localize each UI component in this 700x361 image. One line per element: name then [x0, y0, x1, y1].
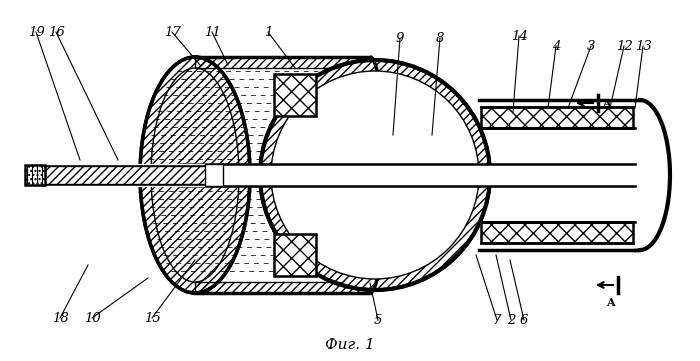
Text: 6: 6: [520, 313, 528, 326]
Text: 2: 2: [507, 313, 515, 326]
Bar: [175, 164, 635, 186]
Text: 10: 10: [83, 312, 100, 325]
Text: 19: 19: [27, 26, 44, 39]
Text: 18: 18: [52, 312, 69, 325]
Bar: [481, 107, 633, 128]
Bar: [274, 74, 316, 116]
Text: 13: 13: [635, 39, 652, 52]
Circle shape: [271, 71, 479, 279]
Text: 7: 7: [493, 313, 501, 326]
Text: A: A: [606, 297, 615, 308]
Text: 12: 12: [615, 39, 632, 52]
Text: 5: 5: [374, 313, 382, 326]
Polygon shape: [35, 164, 210, 186]
Bar: [195, 282, 370, 293]
Bar: [25, 165, 45, 185]
Bar: [205, 164, 223, 186]
Text: 9: 9: [395, 31, 404, 44]
Text: 4: 4: [552, 39, 560, 52]
Text: 17: 17: [164, 26, 181, 39]
Text: A: A: [602, 98, 610, 109]
Ellipse shape: [140, 57, 250, 293]
Text: 14: 14: [510, 30, 527, 43]
Bar: [195, 57, 370, 68]
Text: 16: 16: [48, 26, 64, 39]
Text: 1: 1: [264, 26, 272, 39]
Text: 8: 8: [436, 31, 445, 44]
Bar: [274, 234, 316, 276]
Text: 3: 3: [587, 39, 595, 52]
Bar: [481, 222, 633, 243]
Circle shape: [262, 62, 487, 287]
Text: Фиг. 1: Фиг. 1: [325, 338, 375, 352]
Text: 15: 15: [144, 312, 160, 325]
Bar: [45, 166, 210, 184]
Bar: [195, 57, 370, 293]
Text: 11: 11: [204, 26, 220, 39]
